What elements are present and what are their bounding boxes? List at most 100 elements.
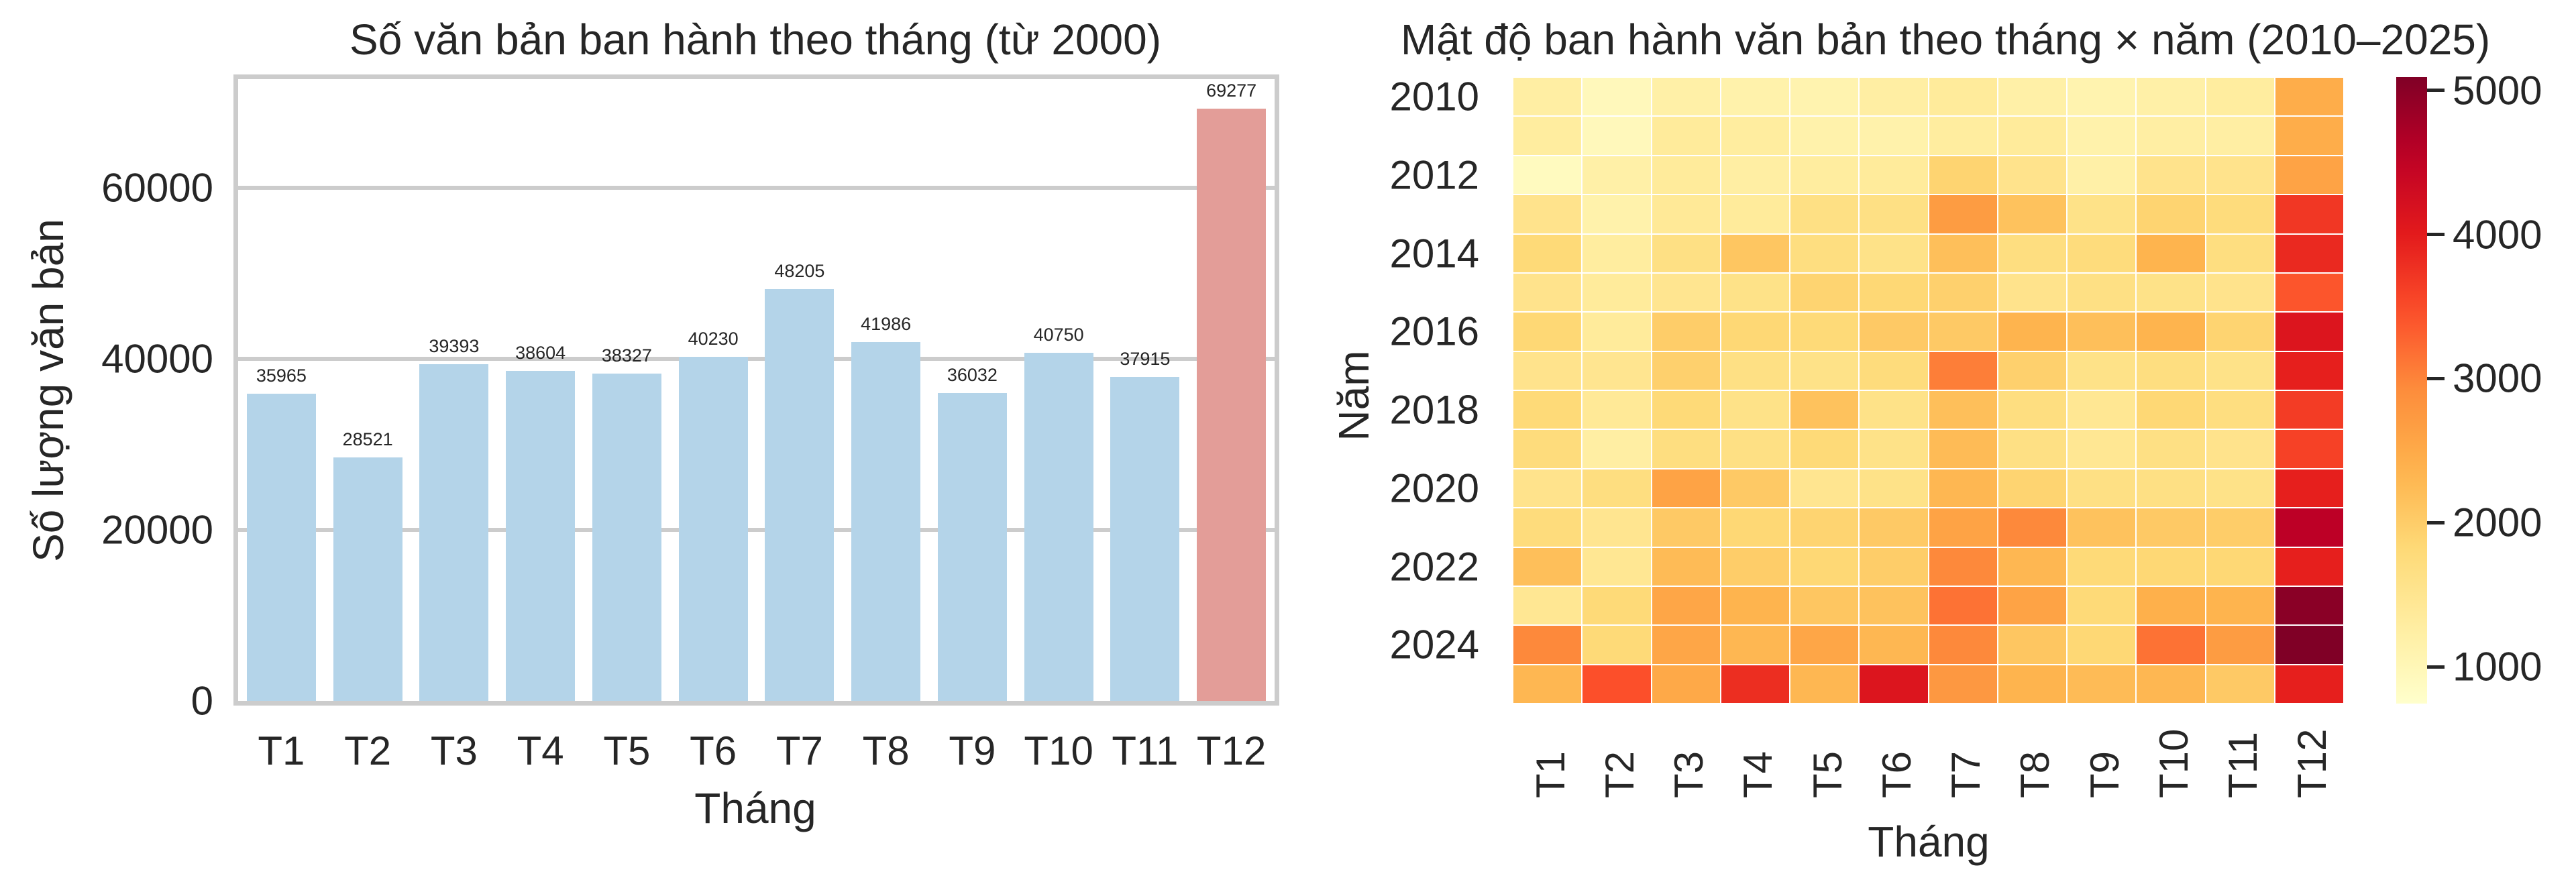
heatmap-cell — [1513, 625, 1582, 665]
bar-T7 — [765, 288, 835, 701]
bar-T2 — [333, 457, 402, 701]
heatmap-cell — [1651, 429, 1721, 469]
heatmap-y-tick-label: 2022 — [1389, 544, 1479, 590]
heatmap-cell — [2274, 116, 2344, 156]
heatmap-cell — [1720, 77, 1790, 117]
heatmap-cell — [1720, 195, 1790, 234]
x-tick-label: T11 — [1112, 728, 1179, 773]
heatmap-y-tick-label: 2018 — [1389, 387, 1479, 433]
heatmap-cell — [1651, 508, 1721, 547]
heatmap-cell — [1928, 272, 1998, 313]
heatmap-cell — [1997, 429, 2067, 469]
heatmap-cell — [2136, 312, 2206, 351]
heatmap-cell — [2136, 625, 2206, 665]
heatmap-y-tick-label: 2014 — [1389, 231, 1479, 276]
heatmap-x-tick-label: T3 — [1666, 751, 1712, 798]
heatmap-cell — [1997, 586, 2067, 626]
bar-value-label: 38604 — [515, 343, 566, 364]
heatmap-cell — [2136, 351, 2206, 390]
heatmap-cell — [1513, 195, 1582, 234]
bar-value-label: 28521 — [342, 429, 393, 449]
heatmap-cell — [1928, 586, 1998, 626]
heatmap-cell — [1859, 429, 1929, 469]
heatmap-cell — [2067, 390, 2137, 430]
heatmap-cell — [1582, 155, 1652, 195]
heatmap-cell — [1651, 233, 1721, 273]
y-tick-label: 40000 — [101, 336, 213, 382]
heatmap-cell — [1997, 155, 2067, 195]
heatmap-cell — [1928, 351, 1998, 390]
heatmap-cell — [2136, 77, 2206, 117]
heatmap-cell — [1513, 116, 1582, 156]
x-tick-label: T12 — [1196, 728, 1267, 773]
heatmap-cell — [2205, 468, 2275, 508]
bar-value-label: 39393 — [429, 335, 480, 356]
heatmap-cell — [1582, 429, 1652, 469]
heatmap-cell — [1582, 351, 1652, 390]
x-tick-label: T9 — [949, 728, 996, 773]
bar-T8 — [851, 341, 921, 701]
heatmap-x-tick-label: T2 — [1597, 751, 1642, 798]
heatmap-cell — [2274, 77, 2344, 117]
heatmap-cell — [2136, 429, 2206, 469]
heatmap-x-tick-label: T8 — [2012, 751, 2058, 798]
heatmap-y-tick-label: 2012 — [1389, 152, 1479, 198]
colorbar-tick — [2427, 520, 2445, 524]
heatmap-cell — [1651, 390, 1721, 430]
x-tick-label: T5 — [603, 728, 651, 773]
colorbar-tick-label: 4000 — [2453, 212, 2542, 258]
heatmap-cell — [1859, 195, 1929, 234]
x-tick-label: T10 — [1024, 728, 1093, 773]
heatmap-cell — [2274, 547, 2344, 586]
heatmap-cell — [1790, 155, 1860, 195]
heatmap-cell — [2067, 586, 2137, 626]
heatmap-cell — [1859, 586, 1929, 626]
heatmap-cell — [2205, 77, 2275, 117]
heatmap-cell — [1582, 664, 1652, 704]
heatmap-cell — [1513, 586, 1582, 626]
heatmap-cell — [1513, 233, 1582, 273]
heatmap-cell — [1997, 625, 2067, 665]
heatmap-cell — [1790, 272, 1860, 313]
heatmap-cell — [1513, 468, 1582, 508]
heatmap-cell — [1997, 390, 2067, 430]
heatmap-cell — [2205, 233, 2275, 273]
heatmap-y-tick-label: 2024 — [1389, 622, 1479, 667]
bar-T1 — [246, 393, 316, 701]
heatmap-cell — [2136, 155, 2206, 195]
bar-value-label: 48205 — [774, 260, 825, 281]
heatmap-cell — [1790, 625, 1860, 665]
gridline — [238, 186, 1275, 190]
heatmap-cell — [1928, 116, 1998, 156]
heatmap-cell — [1582, 586, 1652, 626]
heatmap-cell — [1651, 312, 1721, 351]
heatmap-cell — [1651, 351, 1721, 390]
heatmap-cell — [1790, 195, 1860, 234]
heatmap-x-tick-label: T1 — [1527, 751, 1573, 798]
heatmap-title: Mật độ ban hành văn bản theo tháng × năm… — [1400, 15, 2491, 64]
heatmap-cell — [2136, 195, 2206, 234]
heatmap-x-tick-label: T5 — [1805, 751, 1850, 798]
x-tick-label: T4 — [517, 728, 564, 773]
heatmap-cell — [2274, 429, 2344, 469]
bar-chart-y-axis-label: Số lượng văn bản — [24, 219, 72, 562]
colorbar-tick — [2427, 89, 2445, 93]
heatmap-cell — [1997, 468, 2067, 508]
bar-chart-frame — [233, 74, 1279, 706]
heatmap-cell — [2205, 116, 2275, 156]
heatmap-cell — [2136, 390, 2206, 430]
heatmap-cell — [2274, 390, 2344, 430]
colorbar-tick-label: 1000 — [2453, 644, 2542, 689]
heatmap-cell — [2205, 547, 2275, 586]
heatmap-y-tick-label: 2016 — [1389, 309, 1479, 354]
heatmap-cell — [2274, 664, 2344, 704]
heatmap-cell — [2136, 586, 2206, 626]
heatmap-cell — [1513, 664, 1582, 704]
heatmap-cell — [1790, 312, 1860, 351]
heatmap-x-tick-label: T7 — [1943, 751, 1989, 798]
heatmap-x-tick-label: T6 — [1874, 751, 1919, 798]
heatmap-cell — [2067, 625, 2137, 665]
heatmap-cell — [2067, 233, 2137, 273]
heatmap-cell — [1513, 351, 1582, 390]
heatmap-cell — [2274, 233, 2344, 273]
